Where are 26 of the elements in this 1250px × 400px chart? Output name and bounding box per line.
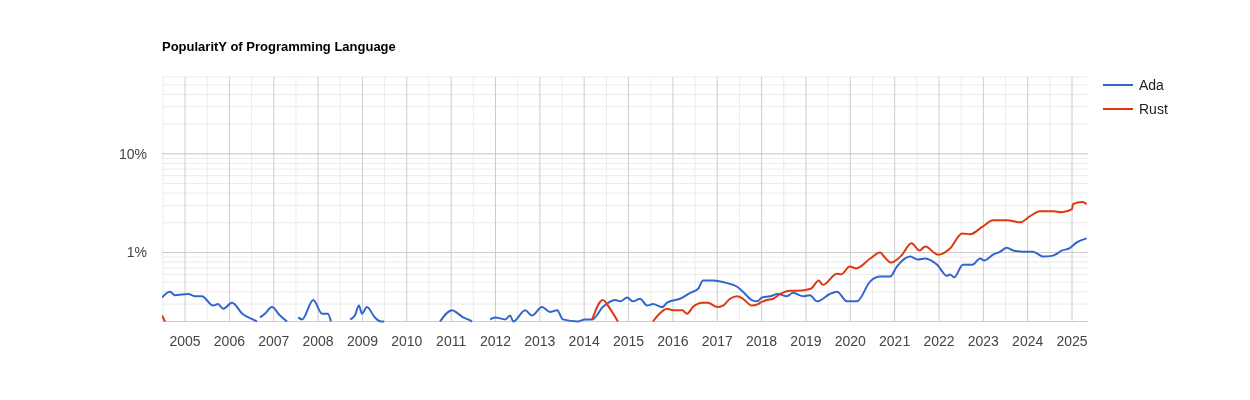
x-tick-label: 2016 [657,333,689,349]
x-tick-label: 2006 [213,333,246,349]
chart-title: PopularitY of Programming Language [162,39,396,54]
x-tick-label: 2024 [1012,333,1044,349]
x-tick-label: 2015 [612,333,645,349]
x-tick-label: 2021 [879,333,911,349]
legend-label: Rust [1139,100,1168,117]
x-tick-label: 2025 [1056,333,1088,349]
x-tick-label: 2012 [479,333,512,349]
y-tick-label: 10% [118,145,147,162]
x-tick-label: 2017 [701,333,734,349]
x-tick-label: 2014 [568,333,600,349]
x-tick-label: 2007 [258,333,290,349]
y-tick-label: 1% [126,244,147,261]
x-tick-label: 2005 [169,333,201,349]
x-tick-label: 2023 [967,333,1000,349]
x-tick-label: 2010 [391,333,423,349]
legend-label: Ada [1139,76,1165,93]
x-tick-label: 2019 [790,333,822,349]
x-tick-label: 2009 [346,333,379,349]
x-tick-label: 2013 [524,333,556,349]
x-tick-label: 2018 [746,333,778,349]
x-tick-label: 2011 [436,333,467,349]
x-tick-label: 2020 [834,333,867,349]
x-tick-label: 2008 [302,333,334,349]
x-tick-label: 2022 [923,333,955,349]
